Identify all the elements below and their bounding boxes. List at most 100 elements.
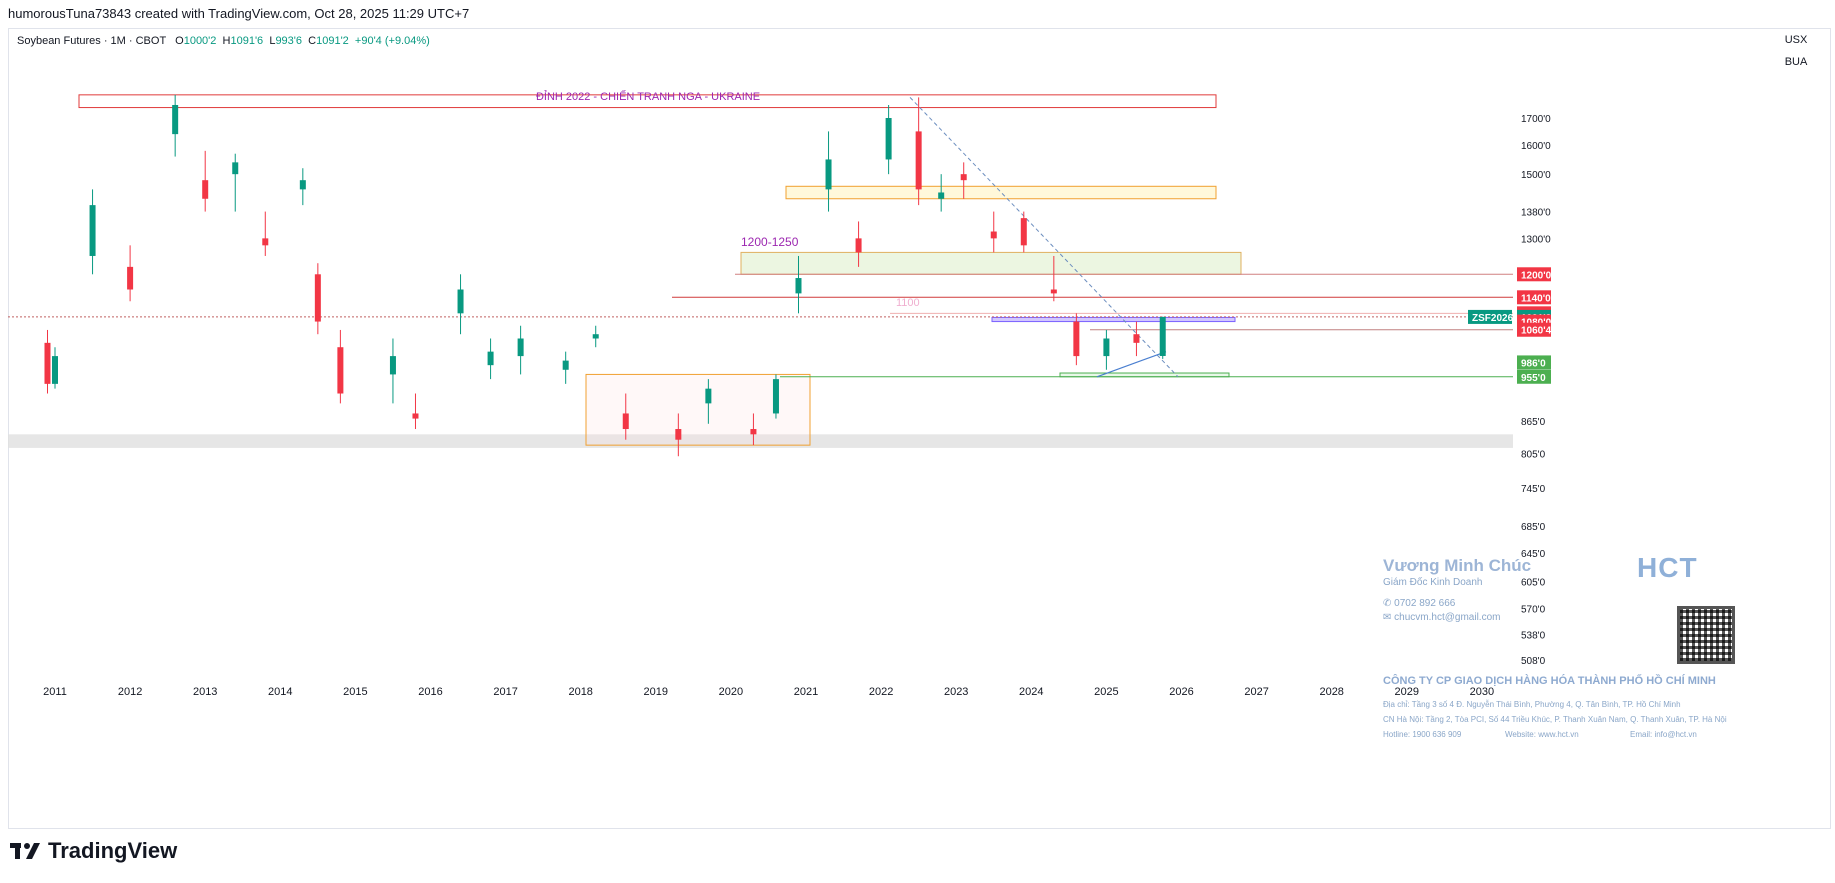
candle-body xyxy=(960,174,967,181)
x-tick-label: 2026 xyxy=(1169,686,1193,698)
zone-1200-1250 xyxy=(740,251,1242,275)
candle-body xyxy=(885,118,892,160)
x-tick-label: 2019 xyxy=(644,686,668,698)
downtrend-line xyxy=(909,97,1179,378)
card-website: Website: www.hct.vn xyxy=(1505,730,1579,739)
x-tick-label: 2030 xyxy=(1470,686,1494,698)
card-phone: ✆ 0702 892 666 xyxy=(1383,598,1455,609)
y-tick-label: 1380'0 xyxy=(1521,208,1551,219)
y-tick-label: 508'0 xyxy=(1521,656,1546,667)
x-tick-label: 2027 xyxy=(1244,686,1268,698)
x-tick-label: 2017 xyxy=(493,686,517,698)
chart-header: humorousTuna73843 created with TradingVi… xyxy=(8,6,470,21)
legend-high-label: H xyxy=(222,35,231,47)
x-tick-label: 2013 xyxy=(193,686,217,698)
price-label-bg xyxy=(1517,290,1551,305)
price-label: 1200'0 xyxy=(1521,270,1552,281)
candle-body xyxy=(52,356,58,384)
candle-body xyxy=(337,347,344,394)
x-tick-label: 2016 xyxy=(418,686,442,698)
y-tick-label: 538'0 xyxy=(1521,630,1546,641)
candle-body xyxy=(127,266,134,290)
candle-body xyxy=(622,413,629,430)
x-tick-label: 2023 xyxy=(944,686,968,698)
x-tick-label: 2024 xyxy=(1019,686,1043,698)
candle-body xyxy=(1073,321,1080,357)
candle-body xyxy=(705,388,712,404)
currency-button[interactable]: USX xyxy=(1784,34,1808,46)
tradingview-logo[interactable]: TradingView xyxy=(10,838,177,864)
x-tick-label: 2018 xyxy=(568,686,592,698)
candle-body xyxy=(855,238,862,253)
qr-code xyxy=(1677,606,1735,664)
purple-zone xyxy=(991,316,1236,323)
x-tick-label: 2012 xyxy=(118,686,142,698)
legend-open-label: O xyxy=(175,35,184,47)
card-email-address: chucvm.hct@gmail.com xyxy=(1394,612,1501,623)
x-tick-label: 2028 xyxy=(1319,686,1343,698)
candle-body xyxy=(299,180,306,190)
x-tick-label: 2021 xyxy=(794,686,818,698)
candle-body xyxy=(457,289,464,314)
candle-body xyxy=(1159,316,1166,356)
candle-body xyxy=(592,334,599,339)
candle-body xyxy=(172,104,179,135)
candle-body xyxy=(772,379,779,414)
y-tick-label: 1600'0 xyxy=(1521,141,1551,152)
legend-close: 1091'2 xyxy=(316,35,349,47)
candle-body xyxy=(1103,338,1110,357)
candle-body xyxy=(389,356,396,375)
unit-button[interactable]: BUA xyxy=(1784,56,1808,68)
symbol-tag-bg xyxy=(1468,309,1512,324)
candle-body xyxy=(89,205,96,256)
green-zone xyxy=(1059,372,1230,378)
business-card-watermark: Vương Minh Chúc Giám Đốc Kinh Doanh ✆ 07… xyxy=(1375,550,1760,760)
hct-logo: HCT xyxy=(1637,552,1698,583)
card-mail: Email: info@hct.vn xyxy=(1630,730,1697,739)
legend-low: 993'6 xyxy=(275,35,303,47)
legend-symbol[interactable]: Soybean Futures · 1M · CBOT xyxy=(17,35,166,47)
x-tick-label: 2025 xyxy=(1094,686,1118,698)
y-tick-label: 605'0 xyxy=(1521,578,1546,589)
card-phone-number: 0702 892 666 xyxy=(1394,598,1456,609)
price-label: 955'0 xyxy=(1521,373,1546,384)
y-tick-label: 1300'0 xyxy=(1521,234,1551,245)
annotation-1100: 1100 xyxy=(896,297,920,309)
annotation-top: ĐỈNH 2022 - CHIẾN TRANH NGA - UKRAINE xyxy=(536,90,760,103)
legend-low-label: L xyxy=(269,35,276,47)
phone-icon: ✆ xyxy=(1383,598,1395,609)
chart-frame[interactable] xyxy=(8,28,1831,829)
candle-body xyxy=(938,192,945,199)
legend-open: 1000'2 xyxy=(183,35,217,47)
tradingview-wordmark: TradingView xyxy=(48,838,178,863)
candle-body xyxy=(314,274,321,322)
price-label-bg xyxy=(1517,322,1551,337)
resistance-zone xyxy=(785,185,1217,200)
price-label: 1140'0 xyxy=(1521,293,1551,304)
x-tick-label: 2014 xyxy=(268,686,292,698)
y-tick-label: 645'0 xyxy=(1521,549,1546,560)
card-name: Vương Minh Chúc xyxy=(1383,556,1532,575)
x-tick-label: 2015 xyxy=(343,686,367,698)
x-tick-label: 2011 xyxy=(43,686,67,698)
symbol-tag: ZSF2026 xyxy=(1472,313,1514,324)
price-label-bg xyxy=(1517,369,1551,384)
price-label: 1060'4 xyxy=(1521,326,1552,337)
y-tick-label: 865'0 xyxy=(1521,417,1546,428)
candle-body xyxy=(562,360,569,370)
candle-body xyxy=(1050,289,1057,294)
price-label-bg xyxy=(1517,267,1551,282)
y-tick-label: 1500'0 xyxy=(1521,170,1551,181)
candle-body xyxy=(517,338,524,357)
candle-body xyxy=(44,342,51,384)
card-hotline: Hotline: 1900 636 909 xyxy=(1383,730,1462,739)
candle-body xyxy=(262,238,269,246)
y-tick-label: 570'0 xyxy=(1521,604,1546,615)
candle-body xyxy=(750,429,757,435)
uptrend-line xyxy=(1096,351,1167,378)
x-tick-label: 2022 xyxy=(869,686,893,698)
candle-body xyxy=(990,231,997,239)
candle-body xyxy=(825,159,832,190)
top-box xyxy=(78,94,1217,109)
